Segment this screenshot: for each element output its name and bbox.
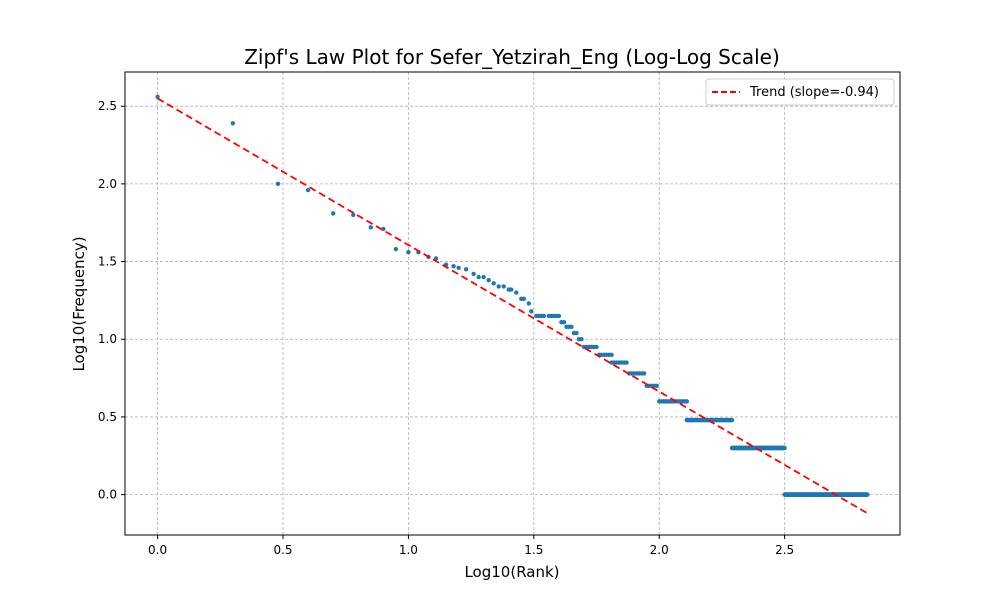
x-tick-label: 2.0 [650,543,669,557]
chart-title: Zipf's Law Plot for Sefer_Yetzirah_Eng (… [244,45,780,69]
data-point [521,296,526,302]
data-point [456,265,461,270]
data-point [275,181,281,187]
data-point [509,287,514,292]
data-point [330,211,336,216]
data-point [541,313,547,319]
legend: Trend (slope=-0.94) [705,78,895,106]
data-point [230,121,236,126]
x-tick-label: 1.0 [399,543,418,557]
data-point [501,284,506,289]
data-point [393,246,399,252]
data-point [406,250,411,255]
data-point [641,371,647,376]
x-tick-label: 1.5 [524,543,543,557]
x-axis-label: Log10(Rank) [464,563,559,581]
data-point [476,274,481,280]
data-point [684,399,690,404]
data-point [351,212,356,218]
data-point [514,290,519,295]
y-tick-label: 0.5 [98,410,117,424]
data-point [561,319,567,325]
y-tick-label: 0.0 [98,488,117,502]
x-tick-label: 0.0 [148,543,167,557]
data-point [624,360,629,365]
data-point [594,344,599,350]
data-point [451,264,456,269]
data-point [865,492,870,497]
data-point [529,309,534,314]
y-tick-label: 1.5 [98,255,117,269]
data-point [574,330,579,336]
data-point [486,277,491,283]
x-tick-label: 0.5 [273,543,292,557]
grid [125,72,900,535]
data-point [463,267,469,272]
data-point [481,274,486,280]
plot-area [155,94,870,515]
data-point [654,383,659,389]
axes: 0.0 0.5 1.0 1.5 2.0 2.5 0.0 0.5 1.0 1.5 2.0 2.5 [98,99,794,557]
data-point [368,225,373,230]
trend-line [157,97,868,515]
data-point [556,313,562,319]
data-point [381,226,386,232]
data-point [471,271,476,277]
data-point [496,284,501,289]
x-tick-label: 2.5 [775,543,794,557]
y-tick-label: 1.0 [98,332,117,346]
data-point [729,417,735,423]
data-point [526,301,532,306]
data-point [579,337,584,342]
data-point [782,445,787,451]
data-point [155,94,160,100]
legend-box [705,78,895,106]
data-point [305,187,311,193]
y-tick-label: 2.5 [98,99,117,113]
y-axis-label: Log10(Frequency) [70,236,88,371]
data-point [609,352,614,357]
legend-trend-label: Trend (slope=-0.94) [749,85,879,100]
axes-frame [124,71,901,536]
data-point [491,281,496,286]
data-point [569,324,574,330]
y-tick-label: 2.0 [98,177,117,191]
